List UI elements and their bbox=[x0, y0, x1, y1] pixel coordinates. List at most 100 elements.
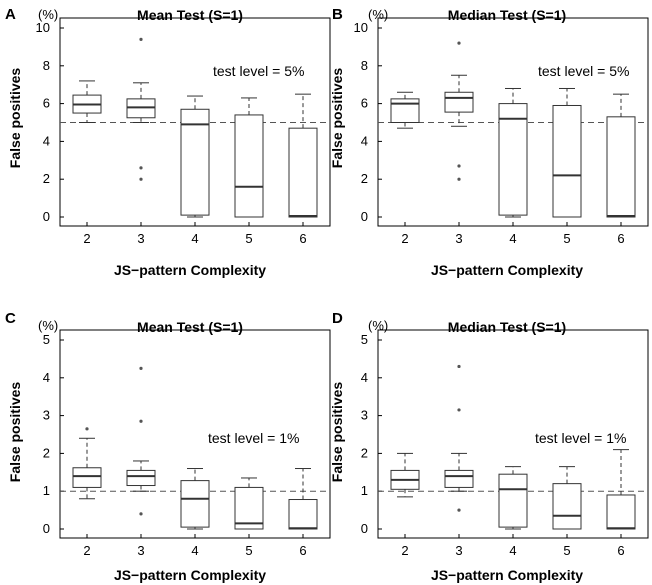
box bbox=[72, 467, 102, 488]
x-tick-label: 2 bbox=[83, 231, 90, 246]
outlier-point bbox=[139, 419, 143, 423]
y-tick-label: 8 bbox=[361, 58, 368, 73]
y-tick-label: 3 bbox=[43, 408, 50, 423]
x-tick-label: 6 bbox=[617, 543, 624, 558]
box bbox=[126, 469, 156, 487]
box bbox=[444, 91, 474, 113]
outlier-point bbox=[139, 166, 143, 170]
box bbox=[180, 480, 210, 528]
chart-title: Median Test (S=1) bbox=[448, 7, 566, 23]
x-tick-label: 6 bbox=[617, 231, 624, 246]
panel-a: A (%) Mean Test (S=1) False positives JS… bbox=[5, 6, 331, 278]
box bbox=[606, 494, 636, 530]
plot-marks: 0 1 2 3 4 5 2 3 4 5 6 bbox=[43, 332, 330, 558]
y-axis-label: False positives bbox=[7, 382, 23, 483]
box bbox=[552, 104, 582, 218]
x-tick-label: 6 bbox=[299, 543, 306, 558]
outlier-point bbox=[457, 408, 461, 412]
y-tick-label: 4 bbox=[43, 133, 50, 148]
outlier-point bbox=[457, 164, 461, 168]
outlier-point bbox=[457, 508, 461, 512]
panel-letter: A bbox=[5, 6, 16, 23]
y-unit-label: (%) bbox=[368, 318, 388, 333]
y-tick-label: 10 bbox=[354, 20, 368, 35]
y-tick-label: 4 bbox=[361, 370, 368, 385]
x-tick-label: 5 bbox=[245, 231, 252, 246]
chart-title: Mean Test (S=1) bbox=[137, 319, 243, 335]
y-tick-label: 2 bbox=[361, 445, 368, 460]
x-tick-label: 2 bbox=[401, 543, 408, 558]
plot-marks: 0 2 4 6 8 10 2 3 4 5 6 bbox=[354, 20, 648, 246]
outlier-point bbox=[457, 364, 461, 369]
box bbox=[606, 116, 636, 218]
x-axis-label: JS−pattern Complexity bbox=[114, 567, 266, 583]
outlier-point bbox=[139, 37, 143, 41]
x-tick-label: 3 bbox=[455, 231, 462, 246]
y-axis-label: False positives bbox=[329, 382, 345, 483]
y-tick-label: 1 bbox=[361, 483, 368, 498]
y-tick-label: 5 bbox=[43, 332, 50, 347]
x-tick-label: 4 bbox=[509, 231, 516, 246]
outlier-point bbox=[139, 177, 143, 181]
box bbox=[444, 469, 474, 488]
x-axis-label: JS−pattern Complexity bbox=[114, 262, 266, 278]
x-tick-label: 5 bbox=[563, 231, 570, 246]
test-level-annotation: test level = 1% bbox=[208, 430, 299, 446]
x-tick-label: 3 bbox=[455, 543, 462, 558]
x-tick-label: 6 bbox=[299, 231, 306, 246]
panel-d: D (%) Median Test (S=1) False positives … bbox=[329, 310, 649, 583]
test-level-annotation: test level = 1% bbox=[535, 430, 626, 446]
panel-b: B (%) Median Test (S=1) False positives … bbox=[329, 6, 649, 278]
box bbox=[234, 114, 264, 218]
y-tick-label: 3 bbox=[361, 408, 368, 423]
outlier-point bbox=[457, 177, 461, 181]
y-tick-label: 2 bbox=[361, 171, 368, 186]
y-tick-label: 4 bbox=[43, 370, 50, 385]
x-tick-label: 4 bbox=[191, 231, 198, 246]
y-tick-label: 5 bbox=[361, 332, 368, 347]
test-level-annotation: test level = 5% bbox=[538, 63, 629, 79]
box bbox=[288, 127, 318, 218]
panel-letter: C bbox=[5, 310, 16, 327]
x-tick-label: 2 bbox=[83, 543, 90, 558]
y-tick-label: 10 bbox=[36, 20, 50, 35]
x-axis-label: JS−pattern Complexity bbox=[431, 567, 583, 583]
y-unit-label: (%) bbox=[38, 7, 58, 22]
y-tick-label: 0 bbox=[361, 209, 368, 224]
y-tick-label: 6 bbox=[43, 96, 50, 111]
box bbox=[180, 108, 210, 216]
x-tick-label: 4 bbox=[509, 543, 516, 558]
chart-title: Median Test (S=1) bbox=[448, 319, 566, 335]
plot-marks: 0 2 4 6 8 10 2 3 4 5 6 bbox=[36, 20, 330, 246]
chart-title: Mean Test (S=1) bbox=[137, 7, 243, 23]
box bbox=[498, 473, 528, 528]
panel-letter: D bbox=[332, 310, 343, 327]
y-tick-label: 8 bbox=[43, 58, 50, 73]
y-unit-label: (%) bbox=[38, 318, 58, 333]
y-tick-label: 0 bbox=[361, 521, 368, 536]
x-axis-label: JS−pattern Complexity bbox=[431, 262, 583, 278]
y-tick-label: 2 bbox=[43, 171, 50, 186]
y-tick-label: 0 bbox=[43, 209, 50, 224]
x-tick-label: 2 bbox=[401, 231, 408, 246]
box bbox=[390, 98, 420, 123]
y-axis-label: False positives bbox=[7, 68, 23, 169]
box bbox=[288, 499, 318, 530]
y-tick-label: 1 bbox=[43, 483, 50, 498]
x-tick-label: 5 bbox=[563, 543, 570, 558]
x-tick-label: 5 bbox=[245, 543, 252, 558]
outlier-point bbox=[85, 427, 89, 431]
box bbox=[498, 103, 528, 216]
panel-c: C (%) Mean Test (S=1) False positives JS… bbox=[5, 310, 331, 583]
box bbox=[234, 486, 264, 530]
outlier-point bbox=[457, 41, 461, 45]
y-axis-label: False positives bbox=[329, 68, 345, 169]
outlier-point bbox=[139, 512, 143, 516]
plot-marks: 0 1 2 3 4 5 2 3 4 5 6 bbox=[361, 332, 648, 558]
x-tick-label: 3 bbox=[137, 543, 144, 558]
box bbox=[552, 483, 582, 530]
y-tick-label: 4 bbox=[361, 133, 368, 148]
y-tick-label: 0 bbox=[43, 521, 50, 536]
outlier-point bbox=[139, 366, 143, 370]
